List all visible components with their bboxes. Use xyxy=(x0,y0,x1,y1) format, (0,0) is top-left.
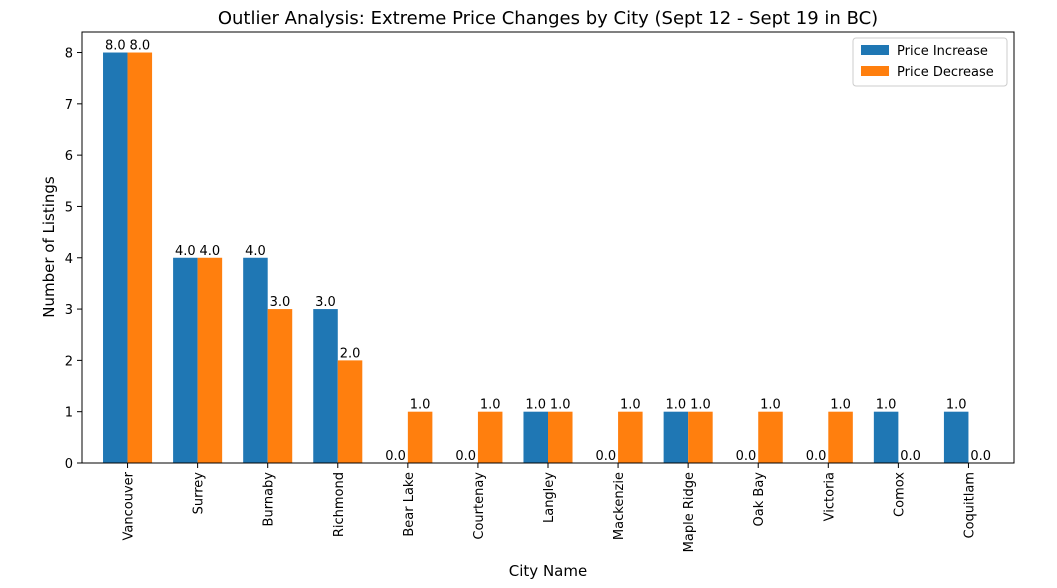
data-label: 8.0 xyxy=(105,39,126,54)
bar-price-increase-vancouver xyxy=(103,52,128,464)
data-label: 4.0 xyxy=(175,244,196,259)
data-label: 1.0 xyxy=(525,398,546,413)
x-tick-label: Victoria xyxy=(822,472,837,521)
data-label: 8.0 xyxy=(129,39,150,54)
bar-price-decrease-courtenay xyxy=(477,411,503,463)
y-tick-label: 8 xyxy=(65,47,73,62)
x-tick-label: Bear Lake xyxy=(402,472,417,537)
y-tick-label: 3 xyxy=(65,303,73,318)
data-label: 3.0 xyxy=(315,295,336,310)
bar-price-increase-langley xyxy=(523,411,548,463)
y-tick-label: 5 xyxy=(65,200,73,215)
y-tick-label: 4 xyxy=(65,252,73,267)
data-label: 2.0 xyxy=(340,346,361,361)
legend: Price Increase Price Decrease xyxy=(852,37,1008,87)
x-tick-label: Mackenzie xyxy=(612,472,627,540)
legend-box xyxy=(852,37,1008,87)
y-tick-label: 6 xyxy=(65,149,73,164)
data-label: 1.0 xyxy=(620,398,641,413)
bar-price-increase-comox xyxy=(873,411,899,463)
bar-price-increase-maple-ridge xyxy=(663,411,689,463)
data-label: 1.0 xyxy=(550,398,571,413)
plot-area: 0 1 2 3 4 5 6 7 8 8.0 4.0 4.0 3.0 0.0 0.0 1.0 0.0 1.0 0.0 0… xyxy=(65,39,991,553)
x-tick-label: Oak Bay xyxy=(752,472,767,527)
x-tick-label: Langley xyxy=(542,472,557,523)
plot-frame xyxy=(81,31,1015,464)
legend-label-price-increase: Price Increase xyxy=(897,44,988,59)
y-tick-label: 7 xyxy=(65,98,73,113)
data-label: 1.0 xyxy=(876,398,897,413)
data-label: 0.0 xyxy=(595,449,616,464)
x-axis-label: City Name xyxy=(509,562,587,580)
x-tick-label: Maple Ridge xyxy=(682,472,697,552)
bar-price-decrease-mackenzie xyxy=(618,411,643,463)
data-label: 0.0 xyxy=(900,449,921,464)
y-axis-label: Number of Listings xyxy=(40,176,58,318)
y-tick-label: 0 xyxy=(65,457,73,472)
data-label: 4.0 xyxy=(245,244,266,259)
data-label: 0.0 xyxy=(806,449,827,464)
x-tick-label: Coquitlam xyxy=(962,472,977,538)
bar-price-decrease-vancouver xyxy=(127,52,153,464)
data-label: 1.0 xyxy=(666,398,687,413)
data-label: 4.0 xyxy=(200,244,221,259)
legend-swatch-price-decrease xyxy=(861,66,889,76)
y-tick-label: 2 xyxy=(65,354,73,369)
bar-price-increase-burnaby xyxy=(243,257,268,463)
bar-price-decrease-langley xyxy=(548,411,573,463)
data-label: 1.0 xyxy=(480,398,501,413)
legend-label-price-decrease: Price Decrease xyxy=(897,65,994,80)
y-tick-label: 1 xyxy=(65,406,73,421)
legend-swatch-price-increase xyxy=(861,45,889,55)
x-tick-label: Surrey xyxy=(192,472,207,515)
bar-price-increase-coquitlam xyxy=(943,411,969,463)
x-tick-label: Burnaby xyxy=(262,472,277,527)
bar-price-decrease-maple-ridge xyxy=(688,411,713,463)
data-label: 0.0 xyxy=(736,449,757,464)
bar-price-increase-surrey xyxy=(173,257,198,463)
bar-price-decrease-victoria xyxy=(828,411,853,463)
data-label: 3.0 xyxy=(270,295,291,310)
bar-price-decrease-oak-bay xyxy=(758,411,783,463)
x-tick-label: Vancouver xyxy=(122,471,137,540)
data-label: 0.0 xyxy=(385,449,406,464)
data-label: 1.0 xyxy=(830,398,851,413)
bar-price-decrease-bear-lake xyxy=(407,411,433,463)
bar-price-decrease-surrey xyxy=(197,257,223,463)
chart-title: Outlier Analysis: Extreme Price Changes … xyxy=(218,8,878,29)
x-tick-label: Courtenay xyxy=(472,472,487,540)
data-label: 1.0 xyxy=(690,398,711,413)
bar-price-decrease-burnaby xyxy=(267,309,293,463)
data-label: 1.0 xyxy=(410,398,431,413)
bar-price-increase-richmond xyxy=(313,309,338,463)
data-label: 1.0 xyxy=(946,398,967,413)
data-label: 0.0 xyxy=(970,449,991,464)
x-tick-label: Richmond xyxy=(332,472,347,537)
bar-price-decrease-richmond xyxy=(337,360,363,463)
data-label: 1.0 xyxy=(760,398,781,413)
x-tick-label: Comox xyxy=(892,472,907,517)
data-label: 0.0 xyxy=(455,449,476,464)
